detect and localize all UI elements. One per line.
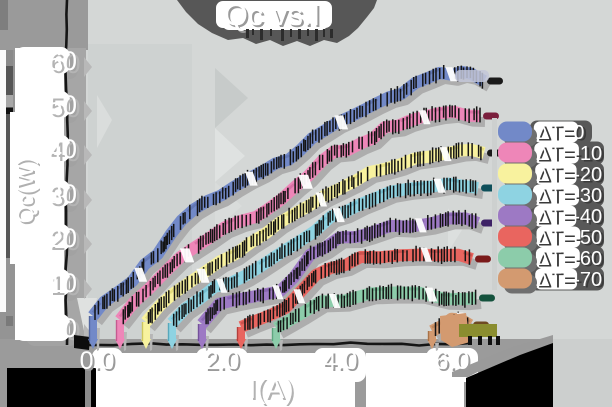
svg-text:ΔT=-60: ΔT=-60 <box>536 248 602 270</box>
svg-text:ΔT=-50: ΔT=-50 <box>536 227 602 249</box>
svg-text:0.0: 0.0 <box>80 347 115 375</box>
svg-text:ΔT=-10: ΔT=-10 <box>539 145 605 167</box>
svg-text:I(A): I(A) <box>250 375 295 406</box>
svg-text:0: 0 <box>62 313 77 343</box>
svg-text:30: 30 <box>51 182 80 212</box>
svg-text:60: 60 <box>51 49 80 79</box>
svg-text:ΔT=-50: ΔT=-50 <box>539 229 605 251</box>
svg-text:ΔT=0: ΔT=0 <box>536 122 584 144</box>
svg-text:20: 20 <box>51 226 80 256</box>
svg-text:I(A): I(A) <box>248 373 293 404</box>
svg-text:Qc vs.I: Qc vs.I <box>226 0 322 34</box>
svg-text:ΔT=-40: ΔT=-40 <box>539 208 605 230</box>
svg-text:4.0: 4.0 <box>323 347 358 375</box>
svg-text:ΔT=-70: ΔT=-70 <box>539 271 605 293</box>
svg-text:ΔT=-30: ΔT=-30 <box>539 187 605 209</box>
svg-text:Qc(W): Qc(W) <box>14 159 40 225</box>
svg-text:50: 50 <box>51 93 80 123</box>
svg-text:10: 10 <box>51 271 80 301</box>
svg-text:ΔT=-20: ΔT=-20 <box>539 166 605 188</box>
svg-text:6.0: 6.0 <box>435 347 470 375</box>
svg-text:4.0: 4.0 <box>325 349 360 377</box>
svg-text:20: 20 <box>48 223 77 253</box>
svg-text:6.0: 6.0 <box>437 349 472 377</box>
svg-text:50: 50 <box>48 90 77 120</box>
svg-text:ΔT=-10: ΔT=-10 <box>536 143 602 165</box>
svg-text:10: 10 <box>48 268 77 298</box>
svg-text:ΔT=-60: ΔT=-60 <box>539 250 605 272</box>
svg-text:Qc(W): Qc(W) <box>12 157 38 223</box>
svg-text:Qc vs.I: Qc vs.I <box>224 0 320 32</box>
svg-text:ΔT=-20: ΔT=-20 <box>536 164 602 186</box>
svg-text:ΔT=-70: ΔT=-70 <box>536 269 602 291</box>
svg-text:40: 40 <box>48 134 77 164</box>
svg-text:2.0: 2.0 <box>207 349 242 377</box>
svg-text:40: 40 <box>51 137 80 167</box>
svg-text:ΔT=-40: ΔT=-40 <box>536 206 602 228</box>
svg-text:2.0: 2.0 <box>205 347 240 375</box>
svg-text:ΔT=-30: ΔT=-30 <box>536 185 602 207</box>
svg-text:60: 60 <box>48 46 77 76</box>
svg-text:0.0: 0.0 <box>82 349 117 377</box>
svg-text:30: 30 <box>48 179 77 209</box>
svg-text:ΔT=0: ΔT=0 <box>539 124 587 146</box>
